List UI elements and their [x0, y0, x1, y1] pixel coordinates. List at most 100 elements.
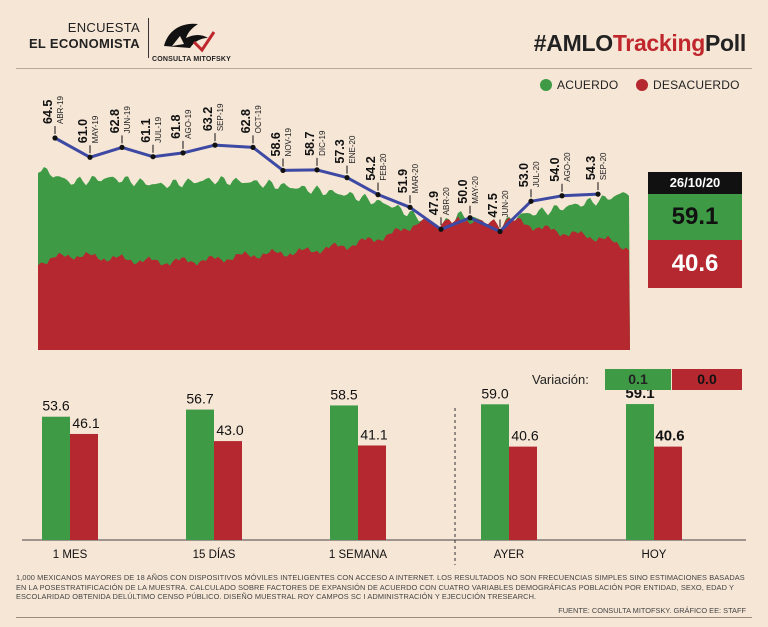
line-value-label: 61.0 [76, 119, 90, 143]
footnote: 1,000 MEXICANOS MAYORES DE 18 AÑOS CON D… [16, 573, 745, 601]
line-point [119, 144, 125, 150]
bar-category-label: 1 SEMANA [329, 549, 387, 561]
logo-caption: CONSULTA MITOFSKY [152, 56, 231, 63]
header-line2: EL ECONOMISTA [28, 36, 140, 51]
variation-disagree: 0.0 [672, 369, 742, 390]
line-value-label: 61.8 [169, 114, 183, 138]
bar-disagree [214, 441, 242, 540]
current-agree-value: 59.1 [648, 194, 742, 240]
line-layer: 64.5 ABR-19 61.0 MAY-19 62.8 JUN-19 61.1 JUL-19… [41, 95, 608, 235]
tracking-chart: 64.5 ABR-19 61.0 MAY-19 62.8 JUN-19 61.1 JUL-19… [22, 95, 746, 565]
line-point [344, 175, 350, 181]
line-value-label: 53.0 [517, 163, 531, 187]
legend-disagree-label: DESACUERDO [653, 78, 740, 92]
bar-disagree-label: 46.1 [72, 415, 99, 431]
line-month-label: NOV-19 [284, 127, 293, 156]
line-month-label: JUL-19 [154, 116, 163, 142]
line-month-label: SEP-20 [599, 152, 608, 180]
line-month-label: ABR-20 [442, 187, 451, 216]
bar-agree [330, 405, 358, 540]
line-point [407, 204, 413, 210]
current-date: 26/10/20 [648, 172, 742, 194]
bar-disagree [358, 445, 386, 540]
bar-disagree [509, 446, 537, 540]
line-value-label: 50.0 [456, 179, 470, 203]
line-value-label: 58.7 [303, 132, 317, 156]
bar-agree [42, 416, 70, 540]
line-point [250, 144, 256, 150]
line-value-label: 62.8 [239, 109, 253, 133]
line-point [595, 191, 601, 197]
bar-layer: 53.646.1 1 MES 56.743.0 15 DÍAS 58.5 41.1 1 SE… [22, 385, 746, 565]
line-month-label: MAY-20 [471, 176, 480, 204]
line-point [280, 167, 286, 174]
bar-category-label: HOY [642, 549, 667, 561]
legend-agree: ACUERDO [540, 78, 618, 92]
line-point [467, 215, 473, 221]
bar-agree [186, 409, 214, 540]
current-disagree-value: 40.6 [648, 240, 742, 288]
disagree-area [38, 216, 630, 350]
line-point [52, 135, 58, 141]
line-value-label: 51.9 [396, 169, 410, 193]
hashtag-suffix: Poll [705, 30, 746, 56]
bar-agree-label: 56.7 [186, 391, 213, 407]
variation-agree: 0.1 [605, 369, 671, 390]
bar-category-label: 1 MES [53, 549, 88, 561]
line-month-label: SEP-19 [216, 103, 225, 131]
line-month-label: ENE-20 [348, 135, 357, 164]
line-month-label: JUN-20 [501, 190, 510, 218]
line-month-label: AGO-19 [184, 109, 193, 139]
bar-agree [626, 404, 654, 540]
line-value-label: 47.9 [427, 191, 441, 215]
legend-disagree-swatch [636, 79, 648, 91]
header-rule [16, 68, 752, 69]
line-point [314, 167, 320, 173]
bar-agree [481, 404, 509, 540]
bar-agree-label: 59.0 [481, 385, 508, 401]
line-month-label: AGO-20 [563, 152, 572, 182]
line-month-label: MAR-20 [411, 163, 420, 193]
bar-disagree [654, 446, 682, 540]
line-value-label: 54.2 [364, 156, 378, 180]
legend-disagree: DESACUERDO [636, 78, 740, 92]
bar-agree-label: 53.6 [42, 398, 69, 414]
line-point [375, 192, 381, 198]
line-month-label: JUL-20 [532, 161, 541, 187]
line-point [180, 150, 186, 156]
line-value-label: 58.6 [269, 132, 283, 156]
hashtag-prefix: #AMLO [533, 30, 613, 56]
line-month-label: OCT-19 [254, 105, 263, 134]
line-month-label: MAY-19 [91, 115, 100, 143]
line-value-label: 47.5 [486, 193, 500, 217]
bar-disagree-label: 43.0 [216, 422, 243, 438]
line-point [497, 228, 503, 235]
area-layer [38, 167, 630, 350]
line-point [559, 193, 565, 199]
hashtag-red: Tracking [612, 30, 706, 56]
header: ENCUESTA EL ECONOMISTA CONSULTA MITOFSKY… [0, 0, 768, 68]
line-value-label: 61.1 [139, 118, 153, 142]
bar-category-label: AYER [494, 549, 524, 561]
line-value-label: 54.3 [584, 156, 598, 180]
header-line1: ENCUESTA [67, 20, 140, 35]
variation-label: Variación: [532, 372, 589, 387]
bar-disagree-label: 41.1 [360, 426, 387, 442]
line-value-label: 57.3 [333, 139, 347, 163]
bar-disagree [70, 433, 98, 540]
line-value-label: 64.5 [41, 100, 55, 124]
legend-agree-swatch [540, 79, 552, 91]
tracking-line [54, 136, 599, 233]
line-point [438, 226, 444, 232]
publisher-block: ENCUESTA EL ECONOMISTA [22, 20, 140, 52]
bar-disagree-label: 40.6 [655, 428, 684, 445]
bar-category-label: 15 DÍAS [193, 548, 236, 561]
line-month-label: FEB-20 [379, 153, 388, 181]
mitofsky-logo-icon [164, 23, 216, 53]
line-point [528, 198, 534, 204]
source-credit: FUENTE: CONSULTA MITOFSKY. GRÁFICO EE: S… [558, 606, 746, 615]
line-month-label: ABR-19 [56, 95, 65, 124]
line-month-label: JUN-19 [123, 106, 132, 134]
line-month-label: DIC-19 [318, 130, 327, 156]
line-value-label: 54.0 [548, 157, 562, 181]
